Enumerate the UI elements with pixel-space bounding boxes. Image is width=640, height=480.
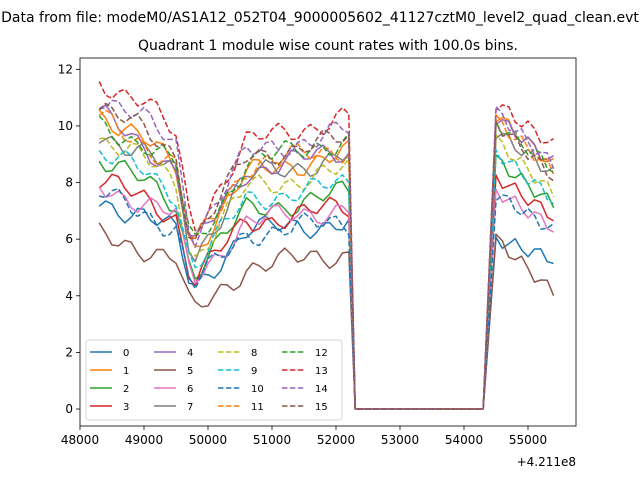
legend-label-4: 4	[187, 348, 193, 359]
legend-label-12: 12	[315, 348, 328, 359]
series-line-5	[98, 222, 555, 410]
y-tick-label: 2	[65, 345, 73, 359]
legend-label-15: 15	[315, 402, 328, 413]
figure-suptitle: Data from file: modeM0/AS1A12_052T04_900…	[1, 10, 639, 26]
series-line-14	[99, 99, 555, 410]
axes-layer: 48000 49000 50000 51000 52000 53000 54000 55000…	[58, 62, 547, 447]
series-line-11	[98, 109, 555, 410]
chart-title: Quadrant 1 module wise count rates with …	[138, 38, 518, 54]
series-line-10	[99, 187, 555, 410]
series-line-3	[98, 173, 554, 410]
y-tick-label: 0	[65, 402, 73, 416]
series-line-8	[99, 134, 555, 410]
x-tick-label: 54000	[445, 433, 483, 447]
series-layer	[98, 81, 555, 410]
x-offset-label: +4.211e8	[517, 455, 576, 469]
y-tick-label: 4	[65, 289, 73, 303]
x-tick-label: 53000	[381, 433, 419, 447]
x-tick-label: 50000	[189, 433, 227, 447]
y-tick-label: 12	[58, 62, 73, 76]
legend-label-7: 7	[187, 402, 193, 413]
plot-frame	[79, 57, 577, 427]
legend-label-3: 3	[123, 402, 129, 413]
y-tick-label: 6	[65, 232, 73, 246]
x-tick-label: 48000	[61, 433, 99, 447]
x-tick-label: 51000	[253, 433, 291, 447]
series-line-6	[98, 186, 554, 410]
x-tick-label: 55000	[509, 433, 547, 447]
series-line-7	[98, 132, 555, 410]
legend-frame	[85, 339, 343, 421]
x-tick-label: 49000	[125, 433, 163, 447]
series-line-0	[98, 200, 554, 410]
legend-label-8: 8	[251, 348, 257, 359]
legend-label-5: 5	[187, 366, 193, 377]
series-line-9	[98, 149, 555, 410]
y-tick-label: 8	[65, 176, 73, 190]
series-line-15	[98, 102, 555, 410]
legend-label-2: 2	[123, 384, 129, 395]
series-line-4	[98, 104, 554, 410]
legend-label-14: 14	[315, 384, 328, 395]
series-line-13	[98, 81, 554, 410]
legend-label-9: 9	[251, 366, 257, 377]
legend-label-13: 13	[315, 366, 328, 377]
legend-label-1: 1	[123, 366, 129, 377]
legend-label-0: 0	[123, 348, 129, 359]
x-tick-label: 52000	[317, 433, 355, 447]
legend-label-10: 10	[251, 384, 264, 395]
y-tick-label: 10	[58, 119, 73, 133]
legend-label-11: 11	[251, 402, 264, 413]
legend-label-6: 6	[187, 384, 193, 395]
